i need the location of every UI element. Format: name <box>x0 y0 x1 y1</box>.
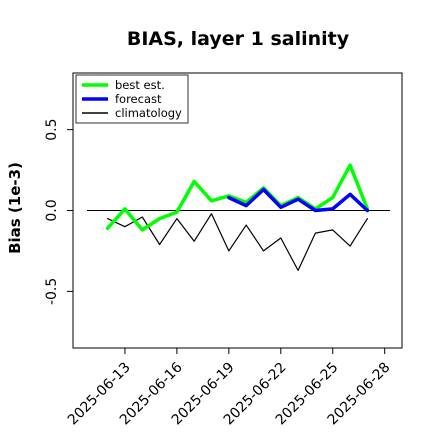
series-line-best-est <box>105 163 370 232</box>
y-tick-label: 0.5 <box>44 118 60 140</box>
legend-label: climatology <box>115 106 182 120</box>
y-axis-label: Bias (1e-3) <box>6 162 24 254</box>
y-tick-label: -0.5 <box>44 278 60 305</box>
legend-label: best est. <box>115 78 165 92</box>
series-line-forecast <box>227 187 370 213</box>
legend-label: forecast <box>115 92 162 106</box>
plot-area: -0.50.00.52025-06-132025-06-162025-06-19… <box>44 118 394 428</box>
chart-title: BIAS, layer 1 salinity <box>127 28 350 50</box>
series-line-climatology <box>106 213 368 271</box>
y-tick-label: 0.0 <box>44 199 60 221</box>
